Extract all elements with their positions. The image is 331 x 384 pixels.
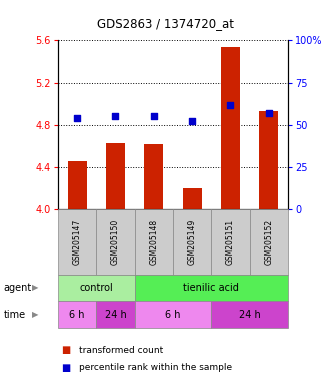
Point <box>113 113 118 119</box>
Point <box>74 115 80 121</box>
Bar <box>68 161 87 209</box>
Text: control: control <box>79 283 113 293</box>
Text: 6 h: 6 h <box>70 310 85 320</box>
Text: tienilic acid: tienilic acid <box>183 283 239 293</box>
Text: ▶: ▶ <box>31 283 38 293</box>
Bar <box>182 188 202 209</box>
Text: agent: agent <box>3 283 31 293</box>
Point <box>189 118 195 124</box>
Point <box>151 113 157 119</box>
Bar <box>221 46 240 209</box>
Text: ■: ■ <box>61 345 71 355</box>
Text: percentile rank within the sample: percentile rank within the sample <box>79 363 233 372</box>
Text: GSM205150: GSM205150 <box>111 219 120 265</box>
Bar <box>144 144 164 209</box>
Text: time: time <box>3 310 25 320</box>
Text: 24 h: 24 h <box>105 310 126 320</box>
Text: transformed count: transformed count <box>79 346 164 355</box>
Text: 6 h: 6 h <box>165 310 181 320</box>
Bar <box>106 143 125 209</box>
Text: GSM205149: GSM205149 <box>188 219 197 265</box>
Text: GSM205151: GSM205151 <box>226 219 235 265</box>
Text: 24 h: 24 h <box>239 310 260 320</box>
Text: GSM205152: GSM205152 <box>264 219 273 265</box>
Text: GDS2863 / 1374720_at: GDS2863 / 1374720_at <box>97 17 234 30</box>
Text: GSM205147: GSM205147 <box>72 219 82 265</box>
Point <box>228 101 233 108</box>
Point <box>266 110 271 116</box>
Text: GSM205148: GSM205148 <box>149 219 158 265</box>
Text: ▶: ▶ <box>31 310 38 319</box>
Bar <box>259 111 278 209</box>
Text: ■: ■ <box>61 363 71 373</box>
